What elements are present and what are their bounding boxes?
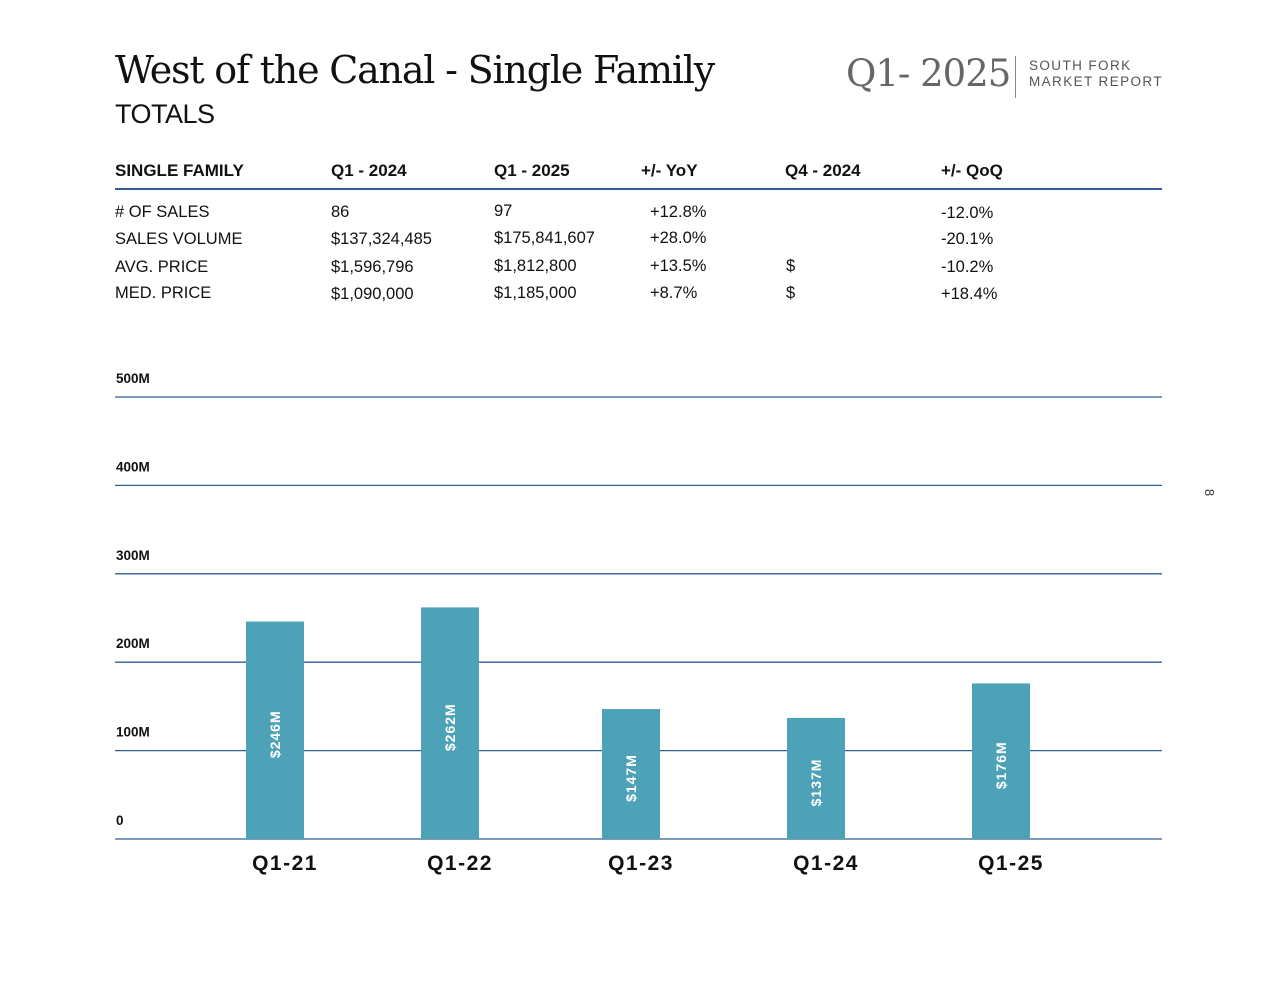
table-row-2-qoq: -10.2%	[941, 258, 994, 276]
bar-q1-23	[602, 709, 660, 839]
table-row-2-q1-2025: $1,812,800	[494, 257, 577, 275]
column-header-category: SINGLE FAMILY	[115, 161, 244, 180]
page-title: West of the Canal - Single Family	[115, 48, 715, 92]
table-row-1-q1-2025: $175,841,607	[494, 229, 595, 247]
page-subtitle: TOTALS	[115, 99, 215, 129]
table-row-1-label: SALES VOLUME	[115, 230, 243, 248]
table-header-rule	[115, 188, 1162, 190]
bar-q1-25	[972, 683, 1030, 839]
page-number: 8	[1202, 488, 1218, 497]
brand-line-2: MARKET REPORT	[1029, 74, 1163, 89]
column-header-q4-2024: Q4 - 2024	[785, 161, 861, 180]
column-header-yoy: +/- YoY	[641, 161, 698, 180]
column-header-q1-2024: Q1 - 2024	[331, 161, 407, 180]
bar-value-label-q1-24: $137M	[808, 759, 824, 807]
y-tick-label-500: 500M	[116, 371, 150, 386]
table-row-1-q1-2024: $137,324,485	[331, 230, 432, 248]
bar-value-label-q1-23: $147M	[623, 754, 639, 802]
table-row-3-qoq: +18.4%	[941, 285, 998, 303]
table-row-0-q1-2025: 97	[494, 202, 513, 220]
x-category-label-q1-23: Q1-23	[608, 852, 674, 875]
x-category-label-q1-25: Q1-25	[978, 852, 1044, 875]
table-row-3-q4-2024: $	[786, 284, 796, 302]
bar-q1-24	[787, 717, 845, 839]
table-row-3-yoy: +8.7%	[650, 284, 698, 302]
table-row-0-qoq: -12.0%	[941, 204, 994, 222]
brand-line-1: SOUTH FORK	[1029, 58, 1132, 73]
table-row-2-yoy: +13.5%	[650, 257, 707, 275]
bar-value-label-q1-25: $176M	[993, 741, 1009, 789]
column-header-qoq: +/- QoQ	[941, 161, 1003, 180]
bar-q1-22	[421, 607, 479, 839]
table-row-3-label: MED. PRICE	[115, 284, 212, 302]
table-row-2-q1-2024: $1,596,796	[331, 258, 414, 276]
table-row-2-q4-2024: $	[786, 257, 796, 275]
y-tick-label-0: 0	[116, 813, 124, 828]
y-tick-label-200: 200M	[116, 636, 150, 651]
report-quarter: Q1- 2025	[846, 52, 1011, 95]
bar-value-label-q1-21: $246M	[267, 710, 283, 758]
table-row-3-q1-2024: $1,090,000	[331, 285, 414, 303]
bar-value-label-q1-22: $262M	[442, 703, 458, 751]
y-tick-label-100: 100M	[116, 725, 150, 740]
table-row-2-label: AVG. PRICE	[115, 258, 209, 276]
sales-volume-bar-chart: 0 100M 200M 300M 400M 500M $246M Q1-21 $262M Q1-2…	[115, 371, 1162, 875]
y-tick-label-400: 400M	[116, 459, 150, 474]
table-row-1-yoy: +28.0%	[650, 229, 707, 247]
column-header-q1-2025: Q1 - 2025	[494, 161, 570, 180]
x-category-label-q1-22: Q1-22	[427, 852, 493, 875]
brand-divider	[1015, 56, 1016, 98]
bar-q1-21	[246, 621, 304, 839]
table-row-0-yoy: +12.8%	[650, 203, 707, 221]
table-row-3-q1-2025: $1,185,000	[494, 284, 577, 302]
x-category-label-q1-21: Q1-21	[252, 852, 318, 875]
table-row-0-q1-2024: 86	[331, 203, 350, 221]
brand-name: SOUTH FORK MARKET REPORT	[1029, 58, 1163, 90]
table-row-0-label: # OF SALES	[115, 203, 210, 221]
x-category-label-q1-24: Q1-24	[793, 852, 859, 875]
table-row-1-qoq: -20.1%	[941, 230, 994, 248]
y-tick-label-300: 300M	[116, 548, 150, 563]
